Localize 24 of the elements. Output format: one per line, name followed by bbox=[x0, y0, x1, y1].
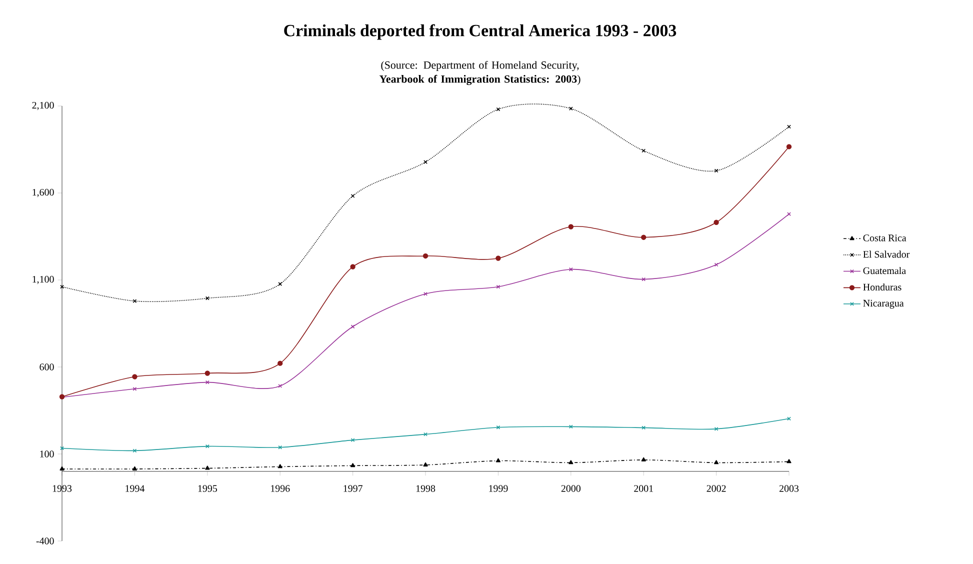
legend-label: Guatemala bbox=[863, 267, 906, 274]
y-tick-label: 2,100 bbox=[32, 102, 54, 110]
x-tick-label: 2003 bbox=[779, 485, 799, 492]
x-tick-label: 2000 bbox=[561, 485, 580, 492]
y-tick-label: 100 bbox=[40, 450, 54, 458]
legend-label: Honduras bbox=[863, 283, 902, 290]
legend-label: El Salvador bbox=[863, 250, 910, 258]
y-tick-label: -400 bbox=[36, 538, 54, 544]
y-tick-label: 600 bbox=[40, 364, 54, 370]
x-tick-label: 1994 bbox=[126, 485, 145, 492]
y-tick-label: 1,600 bbox=[32, 188, 54, 198]
x-tick-label: 1999 bbox=[489, 485, 508, 492]
x-tick-label: 1993 bbox=[52, 485, 72, 492]
x-tick-label: 1997 bbox=[344, 485, 362, 492]
chart-subtitle: (Source: Department of Homeland Security, Yearbook of Immigration Statistics: 2003) bbox=[379, 60, 580, 86]
chart-title: Criminals deported from Central America 1993 - 2003 bbox=[284, 24, 676, 40]
legend-label: Nicaragua bbox=[863, 300, 904, 309]
x-tick-label: 1998 bbox=[416, 485, 436, 492]
x-tick-label: 1996 bbox=[271, 485, 290, 492]
x-tick-label: 2001 bbox=[634, 485, 653, 492]
legend-label: Costa Rica bbox=[863, 234, 906, 242]
y-tick-label: 1,100 bbox=[32, 276, 54, 284]
x-tick-label: 1995 bbox=[198, 485, 217, 492]
x-tick-label: 2002 bbox=[706, 485, 726, 492]
